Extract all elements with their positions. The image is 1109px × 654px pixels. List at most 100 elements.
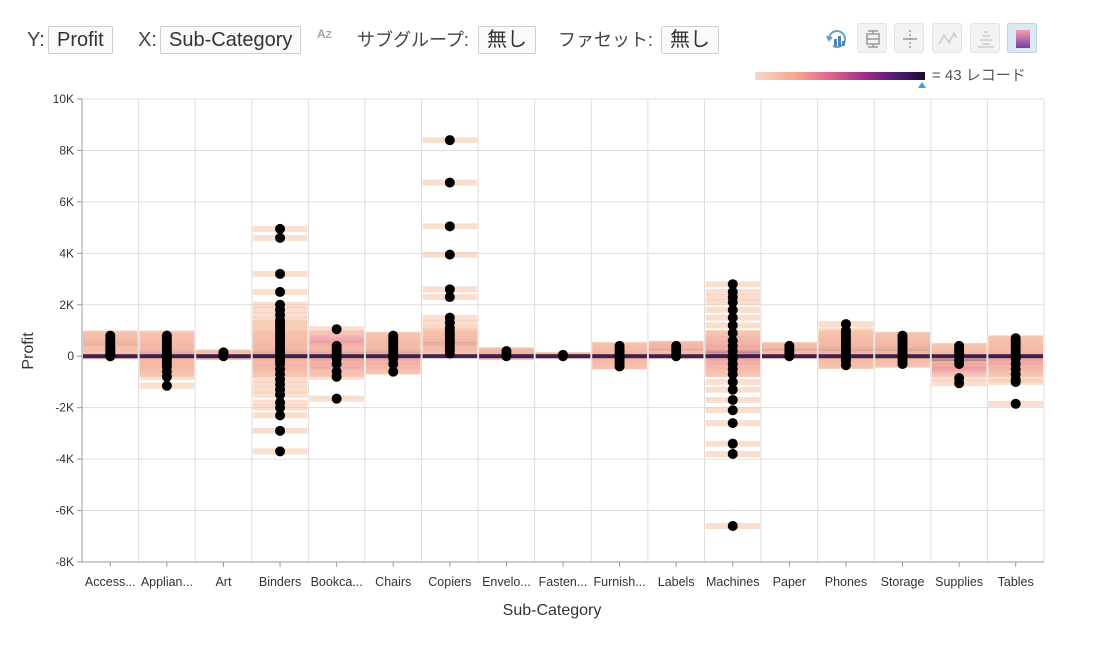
data-point[interactable]: [388, 330, 399, 341]
y-axis-label: Y:: [27, 29, 45, 51]
legend-marker-icon[interactable]: [918, 82, 926, 88]
x-tick-label: Binders: [259, 575, 301, 589]
data-point[interactable]: [671, 340, 682, 351]
x-tick-label: Applian...: [141, 575, 193, 589]
subgroup-selector[interactable]: 無し: [478, 26, 536, 54]
density-legend: [755, 72, 926, 88]
chart-toolbar: Y: Profit X: Sub-Category AZ サブグループ: 無し …: [0, 0, 1109, 70]
x-axis-field-selector[interactable]: Sub-Category: [160, 26, 302, 54]
y-tick-label: 4K: [59, 246, 74, 260]
data-point[interactable]: [388, 366, 399, 377]
sort-az-icon[interactable]: AZ: [317, 27, 332, 41]
x-tick-label: Tables: [998, 575, 1034, 589]
data-point[interactable]: [331, 324, 342, 335]
data-point[interactable]: [727, 328, 738, 339]
boxplot-icon[interactable]: [857, 23, 887, 53]
heatmap-color-icon[interactable]: [1007, 23, 1037, 53]
y-tick-label: -4K: [55, 452, 74, 466]
data-point[interactable]: [727, 394, 738, 405]
y-axis-title: Profit: [20, 332, 37, 370]
data-point[interactable]: [275, 286, 286, 297]
y-tick-label: 2K: [59, 298, 74, 312]
x-tick-label: Labels: [658, 575, 695, 589]
data-point[interactable]: [954, 340, 965, 351]
line-icon[interactable]: [932, 23, 962, 53]
data-point[interactable]: [105, 330, 116, 341]
data-point[interactable]: [727, 384, 738, 395]
y-tick-label: 0: [67, 349, 74, 363]
histogram-icon[interactable]: [970, 23, 1000, 53]
x-tick-label: Copiers: [428, 575, 471, 589]
data-point[interactable]: [331, 393, 342, 404]
data-point[interactable]: [727, 335, 738, 346]
data-point[interactable]: [444, 284, 455, 295]
facet-label: ファセット:: [558, 30, 654, 50]
data-point[interactable]: [1010, 333, 1021, 344]
x-tick-label: Fasten...: [539, 575, 588, 589]
legend-record-count: = 43 レコード: [932, 67, 1026, 84]
x-tick-label: Phones: [825, 575, 867, 589]
x-tick-label: Machines: [706, 575, 760, 589]
legend-gradient-bar: [755, 72, 925, 80]
data-point[interactable]: [444, 292, 455, 303]
data-point[interactable]: [444, 312, 455, 323]
x-axis-title: Sub-Category: [503, 602, 602, 619]
subgroup-label: サブグループ:: [357, 30, 469, 50]
data-point[interactable]: [954, 373, 965, 384]
data-point[interactable]: [331, 340, 342, 351]
axes: -8K -6K -4K -2K 0 2K 4K 6K 8K 10K Access... Applian…: [53, 92, 1044, 589]
data-point[interactable]: [558, 349, 568, 360]
data-point[interactable]: [275, 446, 286, 457]
x-tick-label: Furnish...: [594, 575, 646, 589]
data-point[interactable]: [275, 425, 286, 436]
data-point[interactable]: [727, 304, 738, 315]
y-tick-label: -6K: [55, 504, 74, 518]
data-point[interactable]: [444, 249, 455, 260]
data-point[interactable]: [444, 177, 455, 188]
x-tick-label: Supplies: [935, 575, 983, 589]
data-point[interactable]: [444, 135, 455, 146]
data-point[interactable]: [727, 520, 738, 531]
data-point[interactable]: [275, 223, 286, 234]
y-tick-label: 8K: [59, 143, 74, 157]
data-point[interactable]: [727, 286, 738, 297]
data-point[interactable]: [501, 346, 512, 357]
data-point[interactable]: [331, 366, 342, 377]
data-point[interactable]: [784, 340, 795, 351]
facet-selector[interactable]: 無し: [661, 26, 719, 54]
data-point[interactable]: [275, 232, 286, 243]
data-point[interactable]: [218, 347, 229, 358]
data-point[interactable]: [727, 405, 738, 416]
data-point[interactable]: [161, 330, 172, 341]
y-tick-label: -2K: [55, 401, 74, 415]
data-point[interactable]: [161, 380, 172, 391]
data-points: [105, 135, 1021, 531]
data-point[interactable]: [275, 299, 286, 310]
data-point[interactable]: [727, 448, 738, 459]
x-axis-label: X:: [138, 29, 157, 51]
x-tick-label: Chairs: [375, 575, 411, 589]
x-tick-label: Envelo...: [482, 575, 531, 589]
data-point[interactable]: [275, 397, 286, 408]
data-point[interactable]: [727, 418, 738, 429]
x-tick-label: Storage: [881, 575, 925, 589]
y-tick-label: 10K: [53, 92, 74, 106]
data-point[interactable]: [614, 340, 625, 351]
data-point[interactable]: [275, 268, 286, 279]
data-point[interactable]: [840, 319, 851, 330]
data-point[interactable]: [727, 279, 738, 290]
grid-lines: [81, 98, 1045, 563]
y-axis-field-selector[interactable]: Profit: [48, 26, 113, 54]
data-point[interactable]: [897, 330, 908, 341]
data-point[interactable]: [727, 320, 738, 331]
data-point[interactable]: [444, 221, 455, 232]
data-point[interactable]: [727, 376, 738, 387]
data-point[interactable]: [727, 312, 738, 323]
data-point[interactable]: [1010, 398, 1021, 409]
error-bar-icon[interactable]: [894, 23, 924, 53]
refresh-chart-icon[interactable]: [820, 23, 850, 53]
data-point[interactable]: [727, 438, 738, 449]
data-point[interactable]: [275, 410, 286, 421]
x-tick-label: Bookca...: [311, 575, 363, 589]
